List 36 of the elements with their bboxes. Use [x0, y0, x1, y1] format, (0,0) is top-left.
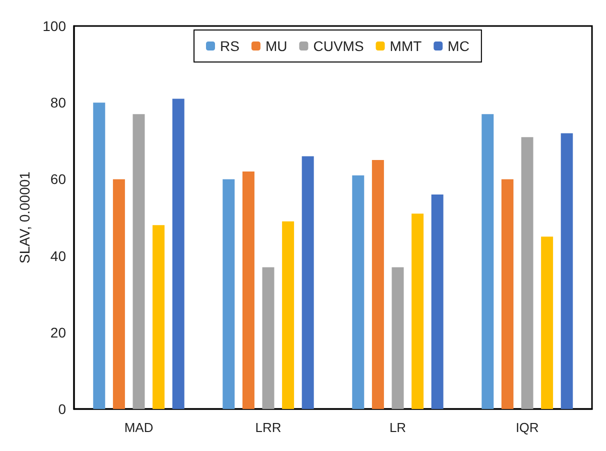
- bar: [392, 267, 404, 409]
- bar: [93, 102, 106, 409]
- bar: [222, 179, 235, 409]
- bar: [541, 236, 554, 409]
- legend-label: MC: [448, 38, 470, 54]
- y-tick-label: 40: [50, 248, 66, 264]
- y-tick-label: 0: [58, 401, 66, 417]
- bar: [482, 114, 494, 409]
- legend-label: MU: [265, 38, 288, 54]
- y-axis-title: SLAV, 0.00001: [16, 171, 33, 264]
- bar: [431, 194, 444, 409]
- bar: [412, 214, 424, 409]
- x-tick-label: LRR: [255, 420, 282, 435]
- y-tick-label: 20: [50, 324, 66, 340]
- bar: [262, 267, 274, 409]
- bar: [501, 179, 514, 409]
- legend-label: MMT: [390, 38, 422, 54]
- y-tick-label: 100: [42, 18, 66, 34]
- legend-label: RS: [220, 38, 240, 54]
- bar: [242, 172, 254, 409]
- y-tick-label: 60: [50, 171, 66, 188]
- bar: [152, 225, 165, 409]
- x-tick-label: LR: [389, 420, 406, 435]
- bar: [172, 98, 184, 409]
- bar: [560, 133, 573, 409]
- bar: [521, 137, 534, 409]
- bar: [302, 156, 314, 409]
- bar: [282, 221, 294, 409]
- legend-label: CUVMS: [313, 38, 364, 54]
- x-tick-label: MAD: [124, 420, 154, 435]
- bar: [352, 175, 364, 409]
- y-tick-label: 80: [50, 94, 66, 111]
- bar: [112, 179, 125, 409]
- x-tick-label: IQR: [516, 420, 539, 435]
- bar: [372, 160, 384, 409]
- bar: [132, 114, 145, 409]
